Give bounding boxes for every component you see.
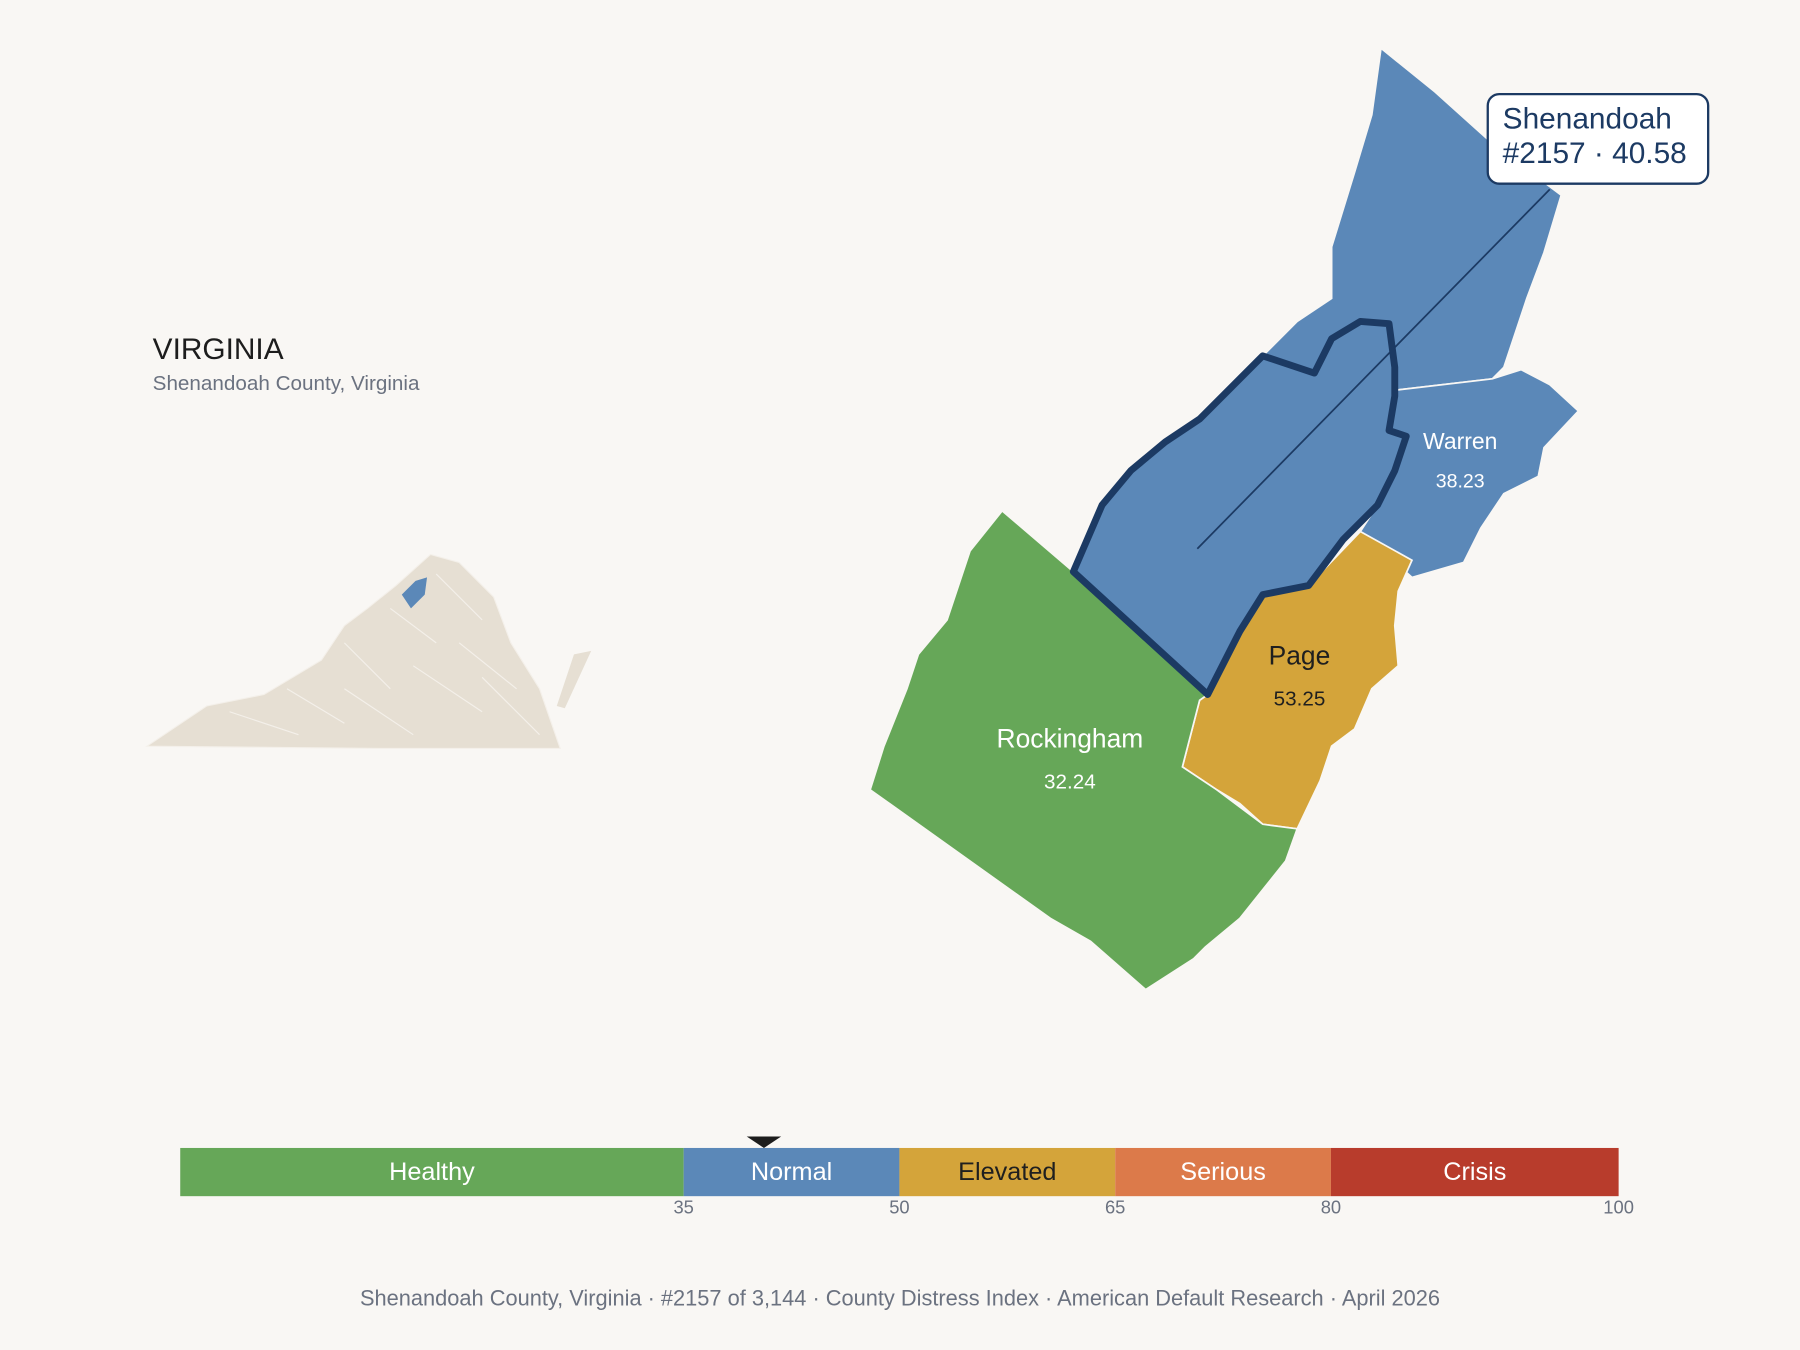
eastern-shore <box>556 650 592 709</box>
scale-band <box>180 1147 684 1197</box>
band-label: Serious <box>1180 1158 1266 1186</box>
county-score: 32.24 <box>1044 770 1096 793</box>
callout-leader <box>1196 188 1551 550</box>
score-marker <box>746 1136 782 1148</box>
callout-name: Shenandoah <box>1503 102 1672 135</box>
scale-tick-label: 35 <box>673 1197 693 1218</box>
distress-scale: Healthy Normal Elevated Serious Crisis 35 50 65… <box>180 1136 1634 1218</box>
subtitle: Shenandoah County, Virginia <box>153 372 420 395</box>
scale-band <box>1115 1147 1331 1197</box>
band-label: Elevated <box>958 1158 1056 1186</box>
scale-tick-label: 65 <box>1105 1197 1125 1218</box>
scale-band <box>1330 1147 1619 1197</box>
county-name: Page <box>1269 641 1331 671</box>
scale-band <box>899 1147 1116 1197</box>
county-name: Rockingham <box>997 723 1144 753</box>
callout-box <box>1486 92 1710 185</box>
county-shape <box>869 509 1299 991</box>
county-name: Warren <box>1423 428 1497 454</box>
band-label: Normal <box>751 1158 832 1186</box>
footer: Shenandoah County, Virginia · #2157 of 3… <box>360 1285 1440 1310</box>
band-label: Healthy <box>389 1158 475 1186</box>
locator-highlight <box>401 577 428 609</box>
county-score: 53.25 <box>1274 688 1326 711</box>
selected-county[interactable] <box>1069 317 1410 698</box>
scale-tick-label: 100 <box>1603 1197 1634 1218</box>
scale-tick-label: 50 <box>889 1197 909 1218</box>
state-title: VIRGINIA <box>153 333 284 366</box>
county-score: 38.23 <box>1436 470 1485 492</box>
state-locator <box>145 553 592 750</box>
county-borders <box>229 573 540 736</box>
band-label: Crisis <box>1443 1158 1506 1186</box>
scale-band <box>683 1147 900 1197</box>
scale-tick-label: 80 <box>1321 1197 1341 1218</box>
callout-detail: #2157 · 40.58 <box>1503 137 1687 170</box>
